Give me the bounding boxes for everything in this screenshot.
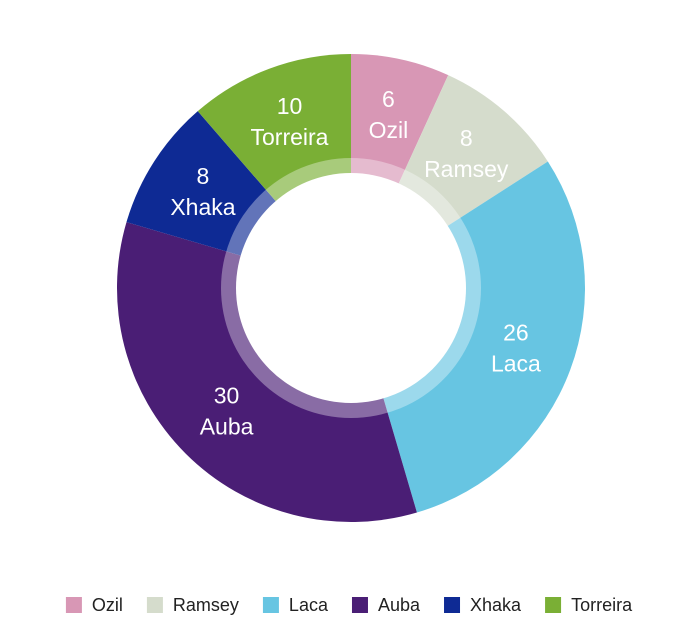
legend-item: Auba <box>351 595 421 615</box>
legend-label: Torreira <box>571 595 633 615</box>
hole <box>236 173 466 403</box>
data-label-value: 10 <box>277 93 303 119</box>
legend-item: Xhaka <box>444 595 522 615</box>
legend-item: Torreira <box>545 595 633 615</box>
legend-label: Ramsey <box>173 595 239 615</box>
data-label-name: Torreira <box>251 124 329 150</box>
legend-swatch <box>65 597 82 613</box>
data-label-name: Auba <box>200 414 254 440</box>
legend-item: Ozil <box>65 595 123 615</box>
data-label-name: Xhaka <box>170 194 235 220</box>
legend-item: Ramsey <box>146 595 239 615</box>
legend-swatch <box>545 597 562 613</box>
data-label-name: Ozil <box>369 117 409 143</box>
legend-label: Xhaka <box>470 595 522 615</box>
legend-swatch <box>444 597 461 613</box>
legend-swatch <box>262 597 279 613</box>
data-label-value: 30 <box>214 383 240 409</box>
data-label-name: Ramsey <box>424 156 509 182</box>
data-label-value: 8 <box>197 163 210 189</box>
data-label-value: 8 <box>460 125 473 151</box>
data-label-value: 6 <box>382 86 395 112</box>
legend-swatch <box>351 597 368 613</box>
legend: Ozil Ramsey Laca Auba Xhaka Torreira <box>65 595 633 615</box>
legend-label: Laca <box>289 595 329 615</box>
data-label-value: 26 <box>503 320 529 346</box>
legend-swatch <box>146 597 163 613</box>
slice <box>351 161 586 513</box>
data-labels: 6 Ozil 8 Ramsey 26 Laca 30 Auba 8 Xhaka 10 Torreira <box>170 86 541 439</box>
legend-item: Laca <box>262 595 329 615</box>
legend-label: Ozil <box>92 595 123 615</box>
data-label-name: Laca <box>491 351 541 377</box>
legend-label: Auba <box>378 595 421 615</box>
